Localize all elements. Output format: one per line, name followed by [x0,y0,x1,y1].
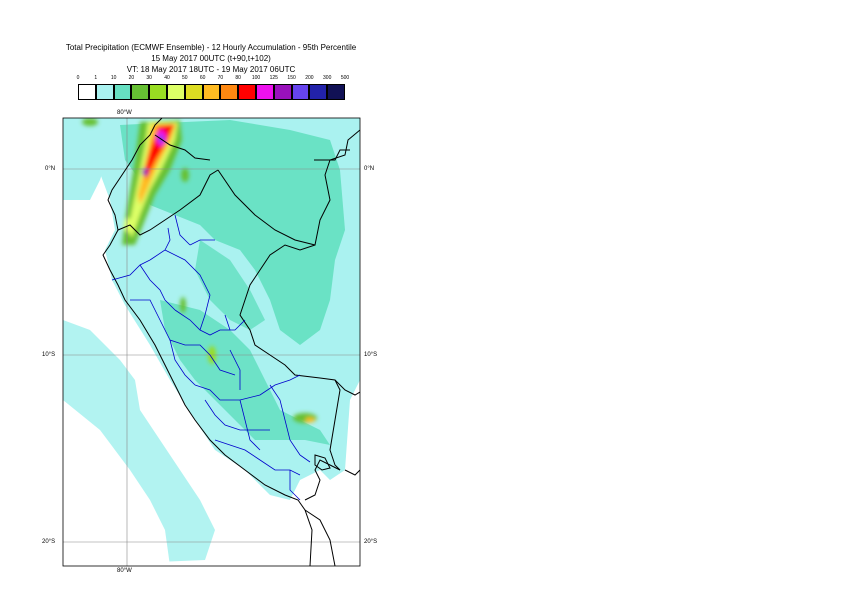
precip-cell-9 [82,118,98,126]
legend-swatch [291,84,310,100]
legend-swatch [238,84,256,100]
legend-threshold-label: 0 [76,75,80,81]
legend-swatch [113,84,132,100]
map-graticule [63,118,360,566]
precip-max-cell-2 [142,168,148,176]
legend-threshold-label: 10 [110,75,117,81]
legend-swatch [184,84,203,100]
legend-threshold-label: 20 [128,75,135,81]
chart-valid-time: VT: 18 May 2017 18UTC - 19 May 2017 06UT… [126,65,296,74]
legend-swatch [256,84,274,100]
legend-swatch [78,84,96,100]
legend-threshold-label: 50 [182,75,188,81]
precip-area-1mm-ocean-2 [63,400,170,566]
legend-threshold-label: 30 [146,75,152,81]
precip-area-1mm-north-ocean [63,118,110,200]
lat-label-right-10: 10°S [364,352,378,358]
precip-legend: 0 1 10 20 30 40 50 60 70 80 100 125 150 200 300 500 [0,0,842,110]
precip-cell-10 [124,218,132,232]
lat-label-right-20: 20°S [364,539,378,545]
legend-threshold-label: 60 [199,75,206,81]
lat-label-left-0: 0°N [45,166,56,172]
legend-swatch [131,84,150,100]
legend-swatch [309,84,328,100]
precip-area-80mm [144,124,174,180]
lat-label-right-0: 0°N [364,166,375,172]
precip-cell-4 [180,297,186,313]
chart-title: Total Precipitation (ECMWF Ensemble) - 1… [65,43,357,52]
map-frame [62,117,361,567]
lat-label-left-20: 20°S [42,539,56,545]
legend-swatch [220,84,239,100]
legend-swatch [95,84,114,100]
legend-threshold-label: 100 [251,75,261,81]
top-lon-label: 80°W [117,110,132,116]
lat-label-left-10: 10°S [42,352,56,358]
legend-threshold-label: 500 [340,75,350,81]
legend-swatch [327,84,345,100]
legend-threshold-label: 200 [305,75,314,81]
legend-threshold-label: 1 [94,75,98,81]
legend-swatch [167,84,185,100]
chart-run-time: 15 May 2017 00UTC (t+90,t+102) [151,54,271,63]
precip-area-10mm-highland [195,240,265,330]
legend-threshold-label: 40 [164,75,170,81]
legend-swatch [273,84,292,100]
legend-threshold-label: 80 [235,75,241,81]
precip-area-60mm [138,124,176,205]
country-borders [102,118,360,566]
legend-threshold-label: 300 [323,75,332,81]
precip-area-10mm [120,120,345,345]
precip-area-10mm-south [160,300,330,445]
precip-cell-7 [305,417,315,423]
precip-cell-8 [181,168,189,182]
bottom-lon-label: 80°W [117,568,132,574]
legend-swatch [149,84,167,100]
legend-threshold-label: 70 [217,75,224,81]
legend-threshold-label: 150 [287,75,296,81]
precip-area-40mm [128,122,178,238]
region-borders [111,214,311,501]
legend-threshold-label: 125 [269,75,278,81]
legend-swatch [202,84,221,100]
